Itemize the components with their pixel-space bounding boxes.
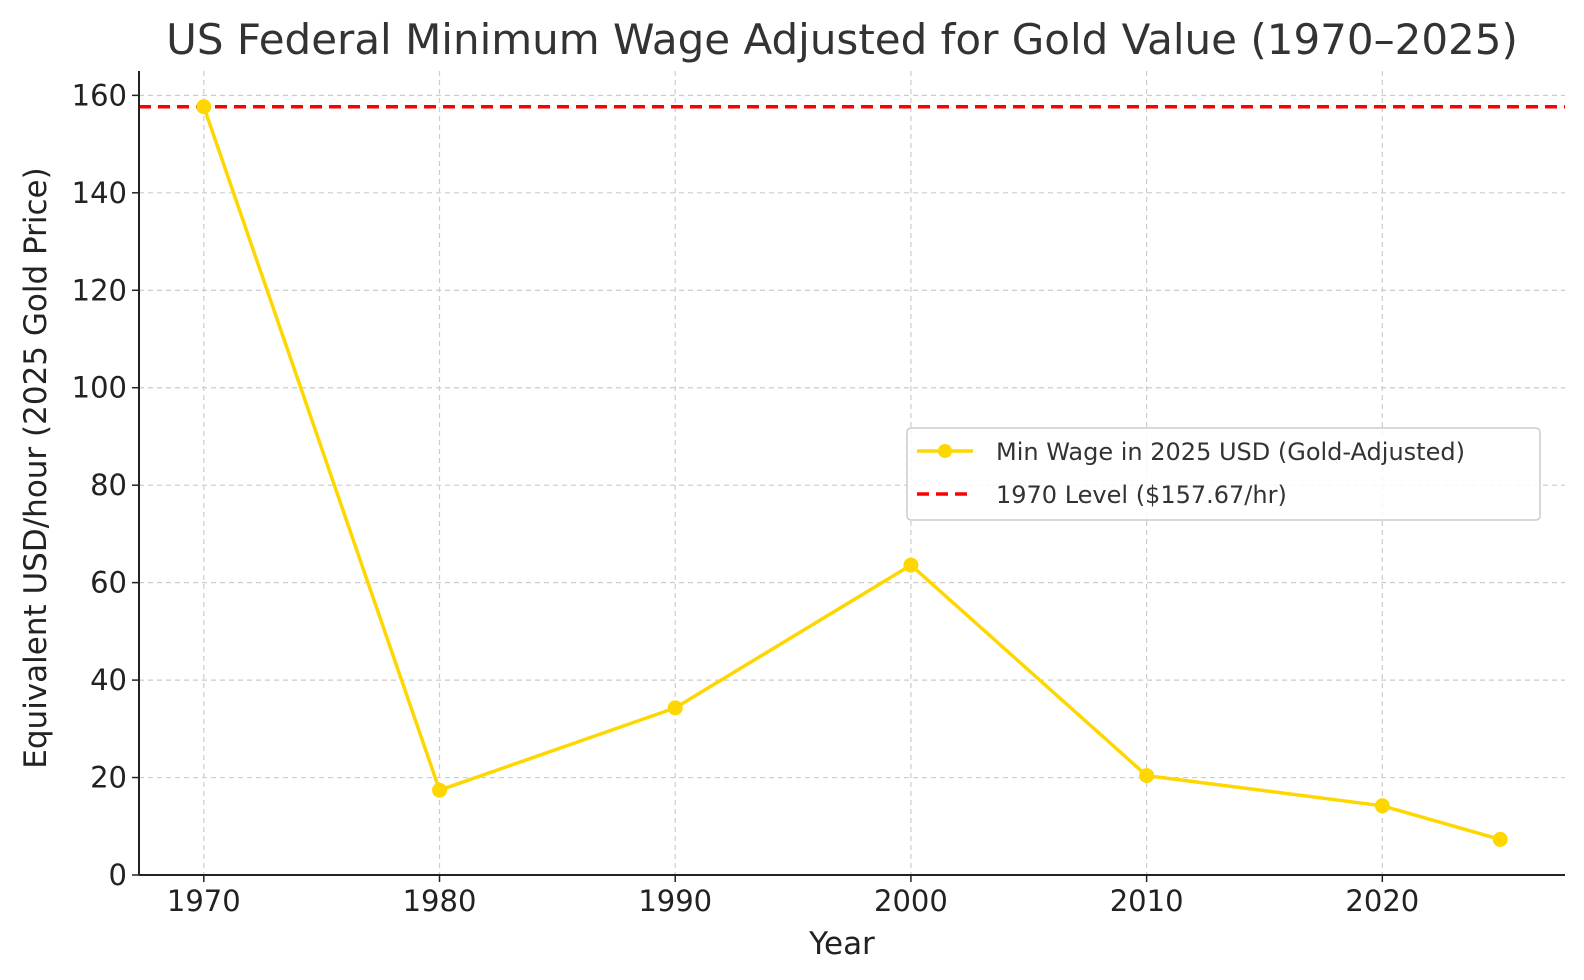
y-tick-label: 40 xyxy=(90,663,127,697)
axes xyxy=(132,71,1565,882)
legend-series-marker xyxy=(938,444,952,458)
legend: Min Wage in 2025 USD (Gold-Adjusted) 197… xyxy=(906,427,1541,521)
legend-series-label: Min Wage in 2025 USD (Gold-Adjusted) xyxy=(996,438,1465,466)
x-tick-label: 1970 xyxy=(167,884,241,918)
x-axis-label: Year xyxy=(808,926,875,962)
x-tick-label: 1980 xyxy=(403,884,477,918)
tick-labels: 1970 1980 1990 2000 2010 2020 0 20 40 60 80 100 120 1… xyxy=(72,78,1420,918)
y-tick-label: 0 xyxy=(109,858,127,892)
legend-box xyxy=(906,427,1541,521)
x-tick-label: 2000 xyxy=(874,884,948,918)
data-point xyxy=(667,700,683,716)
data-point xyxy=(1139,768,1155,784)
y-tick-label: 140 xyxy=(72,176,127,210)
y-axis-label: Equivalent USD/hour (2025 Gold Price) xyxy=(18,167,54,768)
data-point xyxy=(432,782,448,798)
series xyxy=(196,99,1508,847)
data-point xyxy=(1492,831,1508,847)
data-point xyxy=(903,557,919,573)
data-point xyxy=(1374,798,1390,814)
y-tick-label: 20 xyxy=(90,761,127,795)
x-tick-label: 2010 xyxy=(1110,884,1184,918)
legend-reference-label: 1970 Level ($157.67/hr) xyxy=(996,481,1287,509)
x-tick-label: 2020 xyxy=(1345,884,1419,918)
chart-title: US Federal Minimum Wage Adjusted for Gol… xyxy=(166,15,1518,64)
y-tick-label: 60 xyxy=(90,566,127,600)
y-tick-label: 120 xyxy=(72,273,127,307)
y-tick-label: 100 xyxy=(72,371,127,405)
x-tick-label: 1990 xyxy=(638,884,712,918)
y-tick-label: 160 xyxy=(72,78,127,112)
data-point xyxy=(196,99,212,115)
y-tick-label: 80 xyxy=(90,468,127,502)
